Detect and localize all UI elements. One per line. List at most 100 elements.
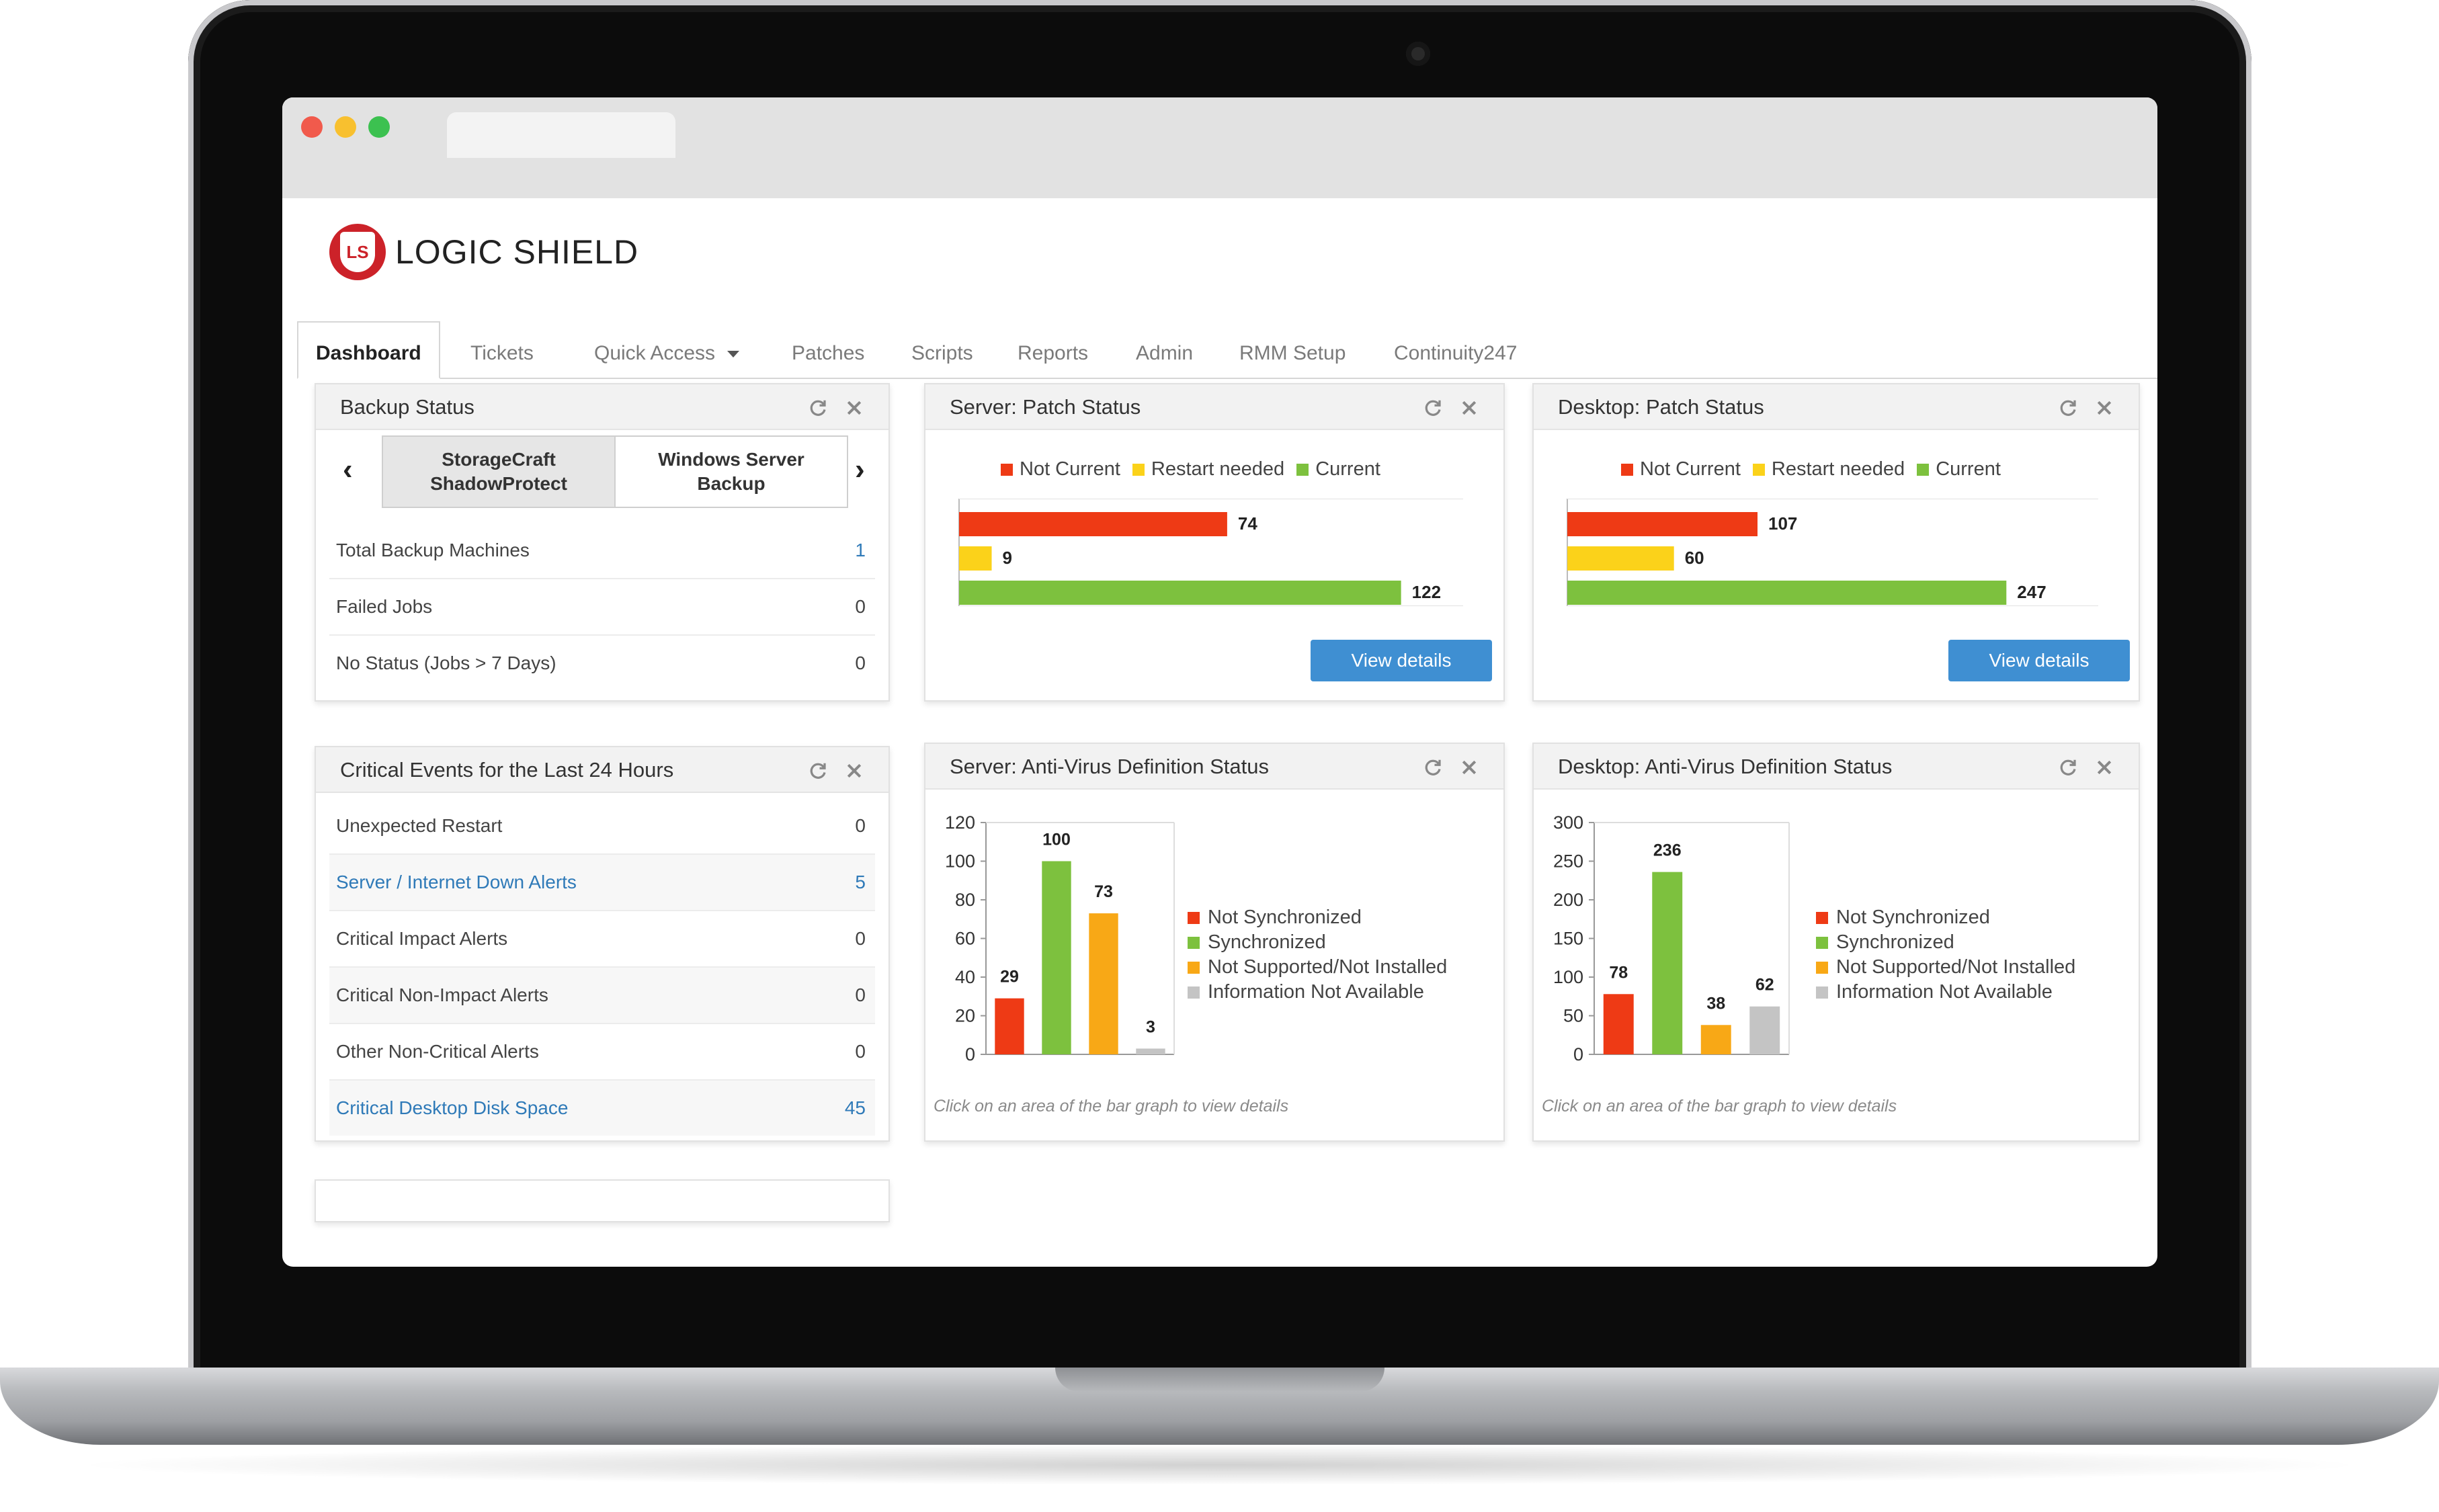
segment-windows-server-backup[interactable]: Windows Server Backup [658, 449, 804, 494]
critical-events-panel: Critical Events for the Last 24 Hours Un… [315, 746, 890, 1142]
tab-dashboard[interactable]: Dashboard [297, 321, 440, 379]
row-label: Total Backup Machines [336, 540, 530, 560]
refresh-icon[interactable] [1423, 757, 1443, 778]
panel-title: Server: Patch Status [950, 395, 1141, 419]
server-av-chart[interactable]: 0 20 40 60 80 100 120 29 100 73 3 [932, 798, 1188, 1087]
tick-label: 20 [955, 1006, 975, 1026]
bar[interactable] [1089, 913, 1118, 1054]
data-label: 62 [1755, 976, 1774, 995]
tab-reports[interactable]: Reports [1018, 342, 1089, 364]
desktop-patch-panel: Desktop: Patch Status Not Current Restar… [1532, 383, 2140, 702]
legend-item: Synchronized [1816, 930, 2075, 955]
legend-item: Synchronized [1188, 930, 1447, 955]
tick-label: 120 [945, 812, 975, 833]
row-link[interactable]: Critical Desktop Disk Space [336, 1097, 569, 1118]
chevron-right-icon[interactable]: › [855, 453, 865, 486]
data-label: 29 [1000, 968, 1019, 986]
tab-patches[interactable]: Patches [792, 342, 865, 364]
tick-label: 0 [965, 1044, 975, 1064]
refresh-icon[interactable] [808, 761, 828, 781]
bar[interactable] [1567, 546, 1674, 571]
server-patch-chart[interactable]: 74 9 122 [946, 499, 1483, 606]
tick-label: 200 [1553, 890, 1583, 910]
close-icon[interactable] [2094, 398, 2114, 418]
table-row[interactable]: No Status (Jobs > 7 Days) 0 [329, 636, 875, 691]
backup-status-panel: Backup Status ‹ StorageCraft ShadowProte… [315, 383, 890, 702]
bar[interactable] [1136, 1048, 1165, 1054]
table-row[interactable]: Critical Non-Impact Alerts 0 [329, 968, 875, 1024]
close-icon[interactable] [1459, 398, 1479, 418]
table-row[interactable]: Server / Internet Down Alerts 5 [329, 855, 875, 911]
close-icon[interactable] [844, 761, 864, 781]
tab-admin[interactable]: Admin [1136, 342, 1194, 364]
table-row[interactable]: Unexpected Restart 0 [329, 798, 875, 855]
table-row[interactable]: Other Non-Critical Alerts 0 [329, 1024, 875, 1081]
data-label: 74 [1238, 513, 1257, 534]
close-icon[interactable] [844, 398, 864, 418]
desktop-av-chart[interactable]: 0 50 100 150 200 250 300 78 236 38 62 [1540, 798, 1803, 1087]
bar[interactable] [959, 512, 1227, 536]
data-label: 38 [1706, 994, 1725, 1013]
refresh-icon[interactable] [1423, 398, 1443, 418]
maximize-window-button[interactable] [368, 116, 390, 138]
panel-title: Critical Events for the Last 24 Hours [340, 758, 674, 782]
view-details-button[interactable]: View details [1948, 640, 2130, 681]
legend-label: Not Synchronized [1208, 907, 1362, 928]
tick-label: 300 [1553, 812, 1583, 833]
tab-scripts[interactable]: Scripts [911, 342, 973, 364]
close-icon[interactable] [1459, 757, 1479, 778]
bar[interactable] [1749, 1006, 1780, 1054]
row-value: 5 [855, 872, 866, 892]
collapsed-panel [315, 1179, 890, 1222]
data-label: 78 [1609, 963, 1628, 982]
close-window-button[interactable] [301, 116, 323, 138]
browser-tab[interactable] [447, 112, 675, 158]
data-label: 122 [1412, 582, 1441, 602]
legend-label: Not Current [1020, 458, 1120, 480]
panel-header: Backup Status [316, 384, 888, 430]
view-details-button[interactable]: View details [1311, 640, 1492, 681]
desktop-patch-chart[interactable]: 107 60 247 [1554, 499, 2118, 606]
tick-label: 0 [1573, 1044, 1583, 1064]
refresh-icon[interactable] [2058, 398, 2078, 418]
minimize-window-button[interactable] [335, 116, 356, 138]
tab-rmm-setup[interactable]: RMM Setup [1239, 342, 1346, 364]
bar[interactable] [995, 998, 1024, 1054]
server-patch-panel: Server: Patch Status Not Current Restart… [924, 383, 1505, 702]
bar[interactable] [1042, 861, 1071, 1055]
legend-label: Current [1936, 458, 2001, 480]
screen: LS LOGIC SHIELD Dashboard Tickets Quick … [282, 97, 2157, 1267]
table-row[interactable]: Critical Impact Alerts 0 [329, 911, 875, 968]
bar[interactable] [959, 581, 1401, 605]
bar[interactable] [1567, 581, 2007, 605]
bar[interactable] [1700, 1025, 1731, 1054]
close-icon[interactable] [2094, 757, 2114, 778]
tab-tickets[interactable]: Tickets [470, 342, 534, 364]
table-row[interactable]: Critical Desktop Disk Space 45 [329, 1081, 875, 1136]
bar[interactable] [1603, 994, 1634, 1054]
segment-storagecraft[interactable]: StorageCraft ShadowProtect [383, 437, 616, 507]
bar[interactable] [1567, 512, 1758, 536]
table-row[interactable]: Total Backup Machines 1 [329, 523, 875, 579]
row-label: Critical Impact Alerts [336, 928, 508, 949]
tick-label: 100 [1553, 967, 1583, 987]
row-link[interactable]: Server / Internet Down Alerts [336, 872, 577, 892]
tab-quick-access[interactable]: Quick Access [594, 323, 740, 378]
bar[interactable] [1652, 872, 1683, 1054]
chevron-left-icon[interactable]: ‹ [343, 453, 353, 486]
row-label: Other Non-Critical Alerts [336, 1041, 539, 1062]
bar[interactable] [959, 546, 992, 571]
refresh-icon[interactable] [2058, 757, 2078, 778]
chart-hint: Click on an area of the bar graph to vie… [934, 1097, 1289, 1116]
panel-title: Desktop: Anti-Virus Definition Status [1558, 755, 1893, 778]
refresh-icon[interactable] [808, 398, 828, 418]
shield-logo-icon: LS [329, 224, 386, 280]
row-value: 0 [855, 596, 866, 617]
table-row[interactable]: Failed Jobs 0 [329, 579, 875, 636]
tick-label: 100 [945, 851, 975, 872]
tab-continuity247[interactable]: Continuity247 [1394, 342, 1518, 364]
legend-item: Not Supported/Not Installed [1816, 955, 2075, 980]
legend-item: Information Not Available [1188, 980, 1447, 1005]
legend-label: Restart needed [1771, 458, 1905, 480]
browser-chrome [282, 97, 2157, 198]
